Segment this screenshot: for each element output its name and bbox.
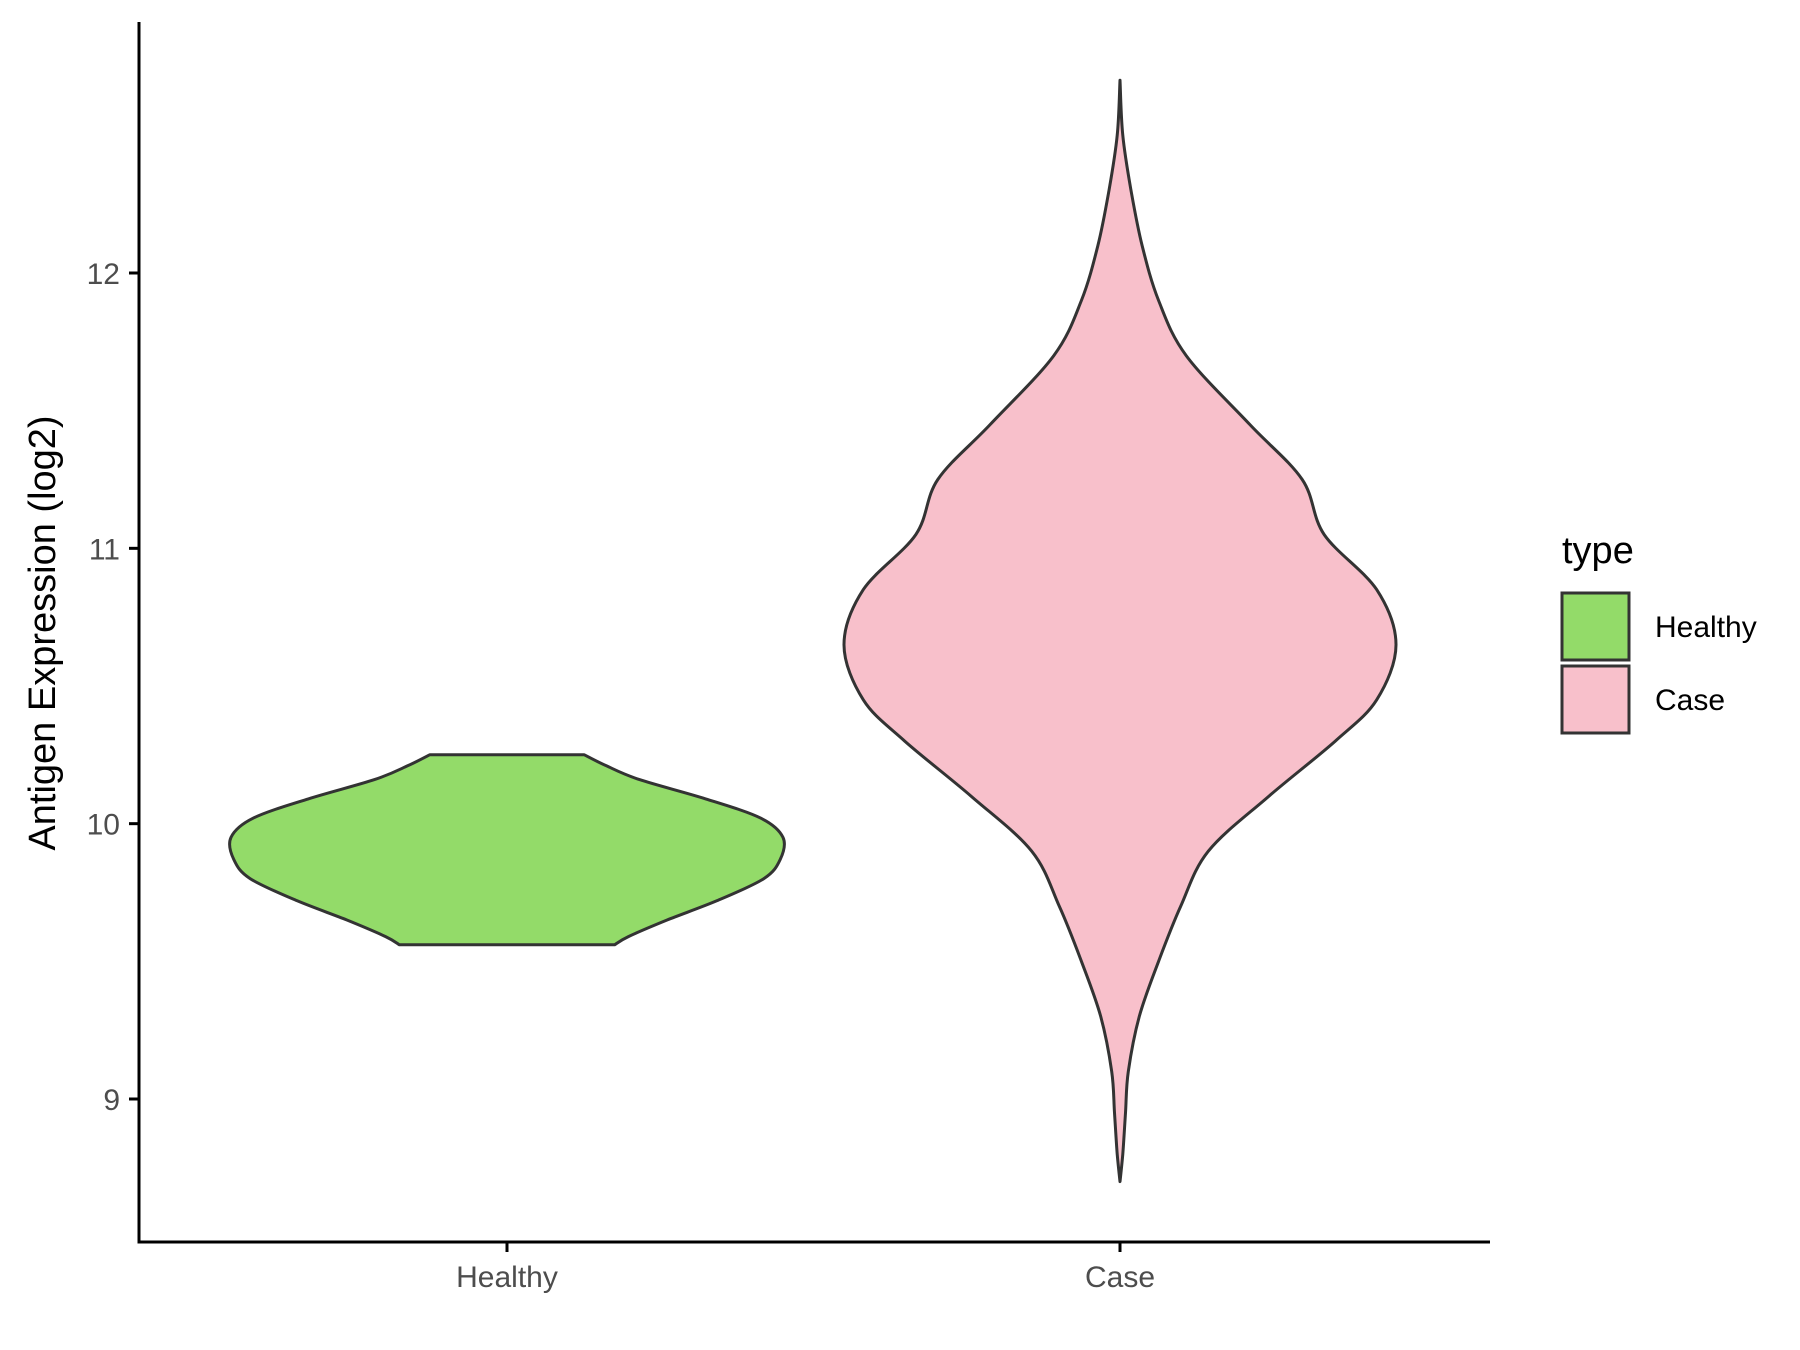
violin-healthy: [228, 753, 786, 947]
x-ticks: Healthy Case: [456, 1242, 1155, 1294]
y-tick-label: 12: [87, 258, 120, 291]
legend-swatch-case: [1560, 664, 1631, 735]
x-tick-label: Healthy: [456, 1261, 558, 1294]
axes-layer: [137, 22, 1490, 1244]
legend: type Healthy Case: [1560, 530, 1757, 735]
violins-layer: [228, 78, 1398, 1184]
legend-label: Healthy: [1655, 611, 1757, 644]
legend-swatch-healthy: [1560, 591, 1631, 662]
x-tick-label: Case: [1085, 1261, 1155, 1294]
legend-title: type: [1562, 530, 1634, 572]
y-tick-label: 11: [89, 533, 120, 566]
y-ticks: 9 10 11 12: [87, 258, 139, 1117]
y-tick-label: 9: [103, 1084, 120, 1117]
legend-label: Case: [1655, 684, 1725, 717]
violin-case: [842, 78, 1398, 1184]
y-tick-label: 10: [87, 809, 120, 842]
y-axis-title: Antigen Expression (log2): [22, 415, 64, 850]
